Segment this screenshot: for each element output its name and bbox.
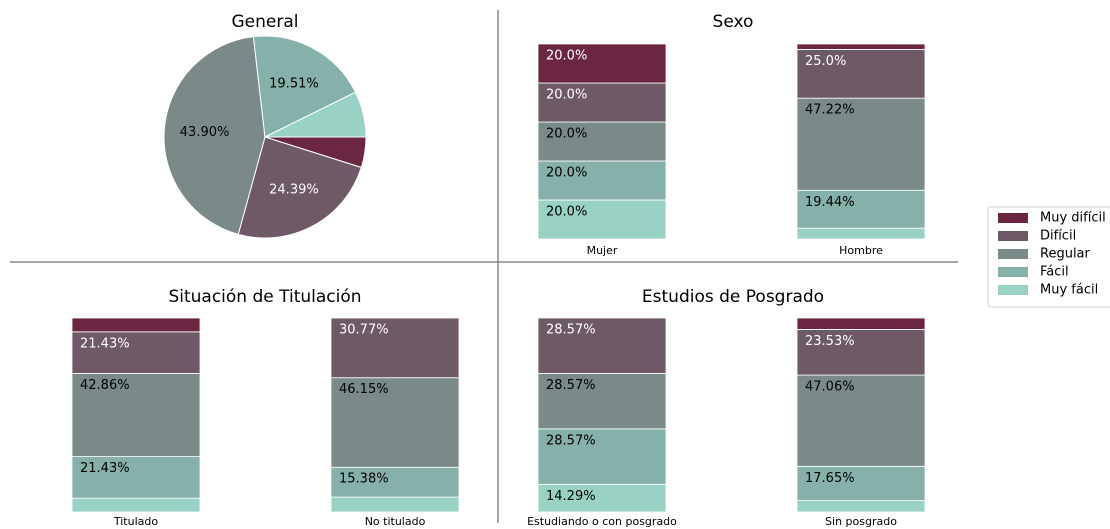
bar-segment (796, 329, 926, 376)
bar-segment (537, 43, 667, 84)
segment-label: 25.0% (805, 54, 846, 69)
segment-label: 47.22% (805, 103, 855, 118)
bar-segment (537, 483, 667, 513)
chart-title: Estudios de Posgrado (642, 287, 824, 307)
bar-segment (796, 500, 926, 513)
bar-segment (796, 465, 926, 501)
segment-label: 20.0% (546, 49, 587, 64)
segment-label: 28.57% (546, 378, 596, 393)
legend-swatch (998, 285, 1028, 295)
x-tick-label: Titulado (113, 515, 159, 528)
segment-label: 28.57% (546, 323, 596, 338)
legend-swatch (998, 249, 1028, 259)
segment-label: 15.38% (339, 472, 389, 487)
x-tick-label: Sin posgrado (825, 515, 897, 528)
legend-label: Fácil (1040, 265, 1069, 280)
bar-segment (537, 121, 667, 162)
segment-label: 46.15% (339, 382, 389, 397)
segment-label: 20.0% (546, 88, 587, 103)
segment-label: 20.0% (546, 127, 587, 142)
pie-slice (163, 36, 266, 236)
segment-label: 21.43% (80, 336, 130, 351)
pie-slice (264, 91, 367, 138)
legend-swatch (998, 213, 1028, 223)
bar-segment (537, 160, 667, 201)
chart-title: Situación de Titulación (168, 287, 361, 307)
segment-label: 21.43% (80, 461, 130, 476)
segment-label: 20.0% (546, 205, 587, 220)
bar-segment (537, 82, 667, 123)
bar-segment (330, 496, 460, 513)
segment-label: 14.29% (546, 489, 596, 504)
segment-label: 28.57% (546, 433, 596, 448)
pie-slice (237, 136, 362, 239)
legend-swatch (998, 231, 1028, 241)
bar-segment (796, 43, 926, 50)
bar-segment (537, 199, 667, 240)
segment-label: 47.06% (805, 380, 855, 395)
slice-label: 19.51% (269, 76, 319, 91)
pie-slice (252, 35, 357, 138)
bar-segment (330, 377, 460, 468)
chart-title: Sexo (713, 12, 754, 32)
x-tick-label: Mujer (587, 244, 618, 257)
segment-label: 20.0% (546, 166, 587, 181)
bar-segment (796, 49, 926, 99)
slice-label: 43.90% (180, 125, 230, 140)
segment-label: 30.77% (339, 323, 389, 338)
segment-label: 23.53% (805, 334, 855, 349)
bar-segment (330, 317, 460, 379)
bar-segment (537, 428, 667, 485)
legend-swatch (998, 267, 1028, 277)
bar-segment (330, 466, 460, 498)
legend-label: Difícil (1040, 229, 1076, 244)
x-tick-label: Hombre (839, 244, 883, 257)
x-tick-label: No titulado (365, 515, 426, 528)
bar-segment (71, 456, 201, 499)
legend-label: Muy difícil (1040, 211, 1106, 226)
legend-label: Muy fácil (1040, 283, 1098, 298)
segment-label: 42.86% (80, 378, 130, 393)
bar-segment (796, 189, 926, 229)
bar-segment (537, 317, 667, 374)
segment-label: 19.44% (805, 195, 855, 210)
chart-title: General (232, 12, 299, 32)
bar-segment (71, 497, 201, 513)
legend-label: Regular (1040, 247, 1091, 262)
slice-label: 24.39% (269, 183, 319, 198)
x-tick-label: Estudiando o con posgrado (527, 515, 677, 528)
bar-segment (71, 373, 201, 457)
bar-segment (796, 227, 926, 240)
bar-segment (71, 317, 201, 333)
segment-label: 17.65% (805, 471, 855, 486)
bar-segment (537, 373, 667, 430)
bar-segment (796, 317, 926, 330)
